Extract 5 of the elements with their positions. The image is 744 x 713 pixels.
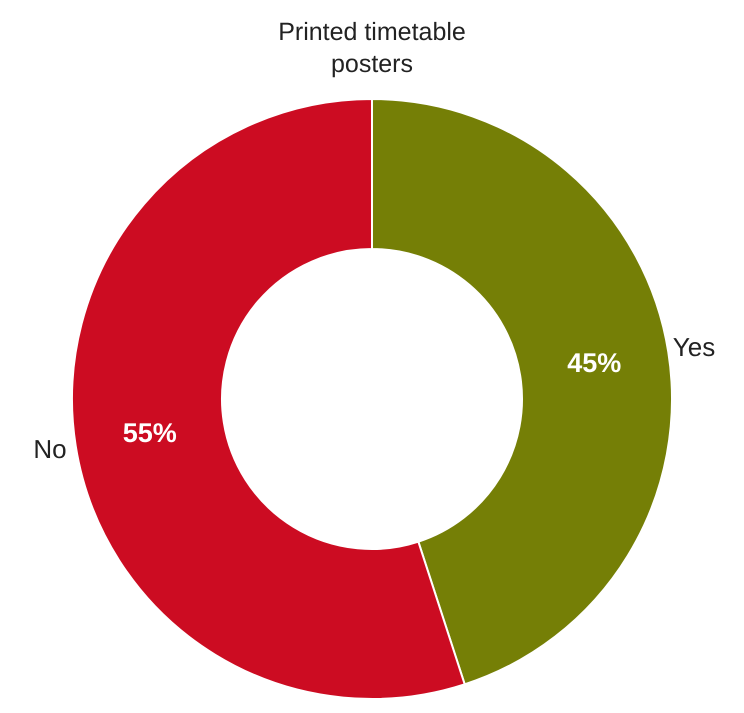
data-label: 45%: [567, 348, 622, 378]
slice-label: No: [33, 434, 67, 464]
slice-label: Yes: [672, 332, 716, 362]
chart-title: Printed timetable posters: [278, 18, 466, 78]
data-label: 55%: [122, 418, 177, 448]
